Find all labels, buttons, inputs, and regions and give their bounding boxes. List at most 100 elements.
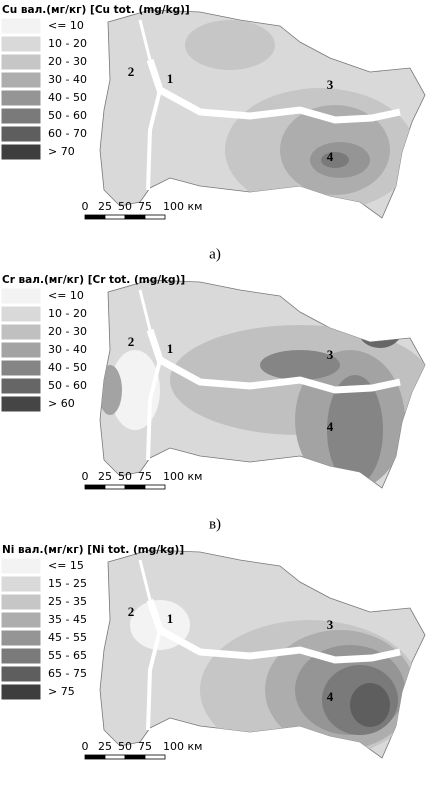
legend-label: 55 - 65 — [48, 649, 87, 662]
scale-bar — [144, 214, 166, 220]
point-label: 4 — [327, 149, 334, 164]
scale-label: 50 — [118, 740, 132, 753]
river — [146, 359, 162, 461]
legend-label: 65 - 75 — [48, 667, 87, 680]
scale-label: 75 — [138, 470, 152, 483]
scale-bar — [124, 754, 146, 760]
river — [146, 89, 162, 191]
zone — [100, 365, 122, 415]
legend-label: 45 - 55 — [48, 631, 87, 644]
zone — [110, 350, 160, 430]
legend-title: Cu вал.(мг/кг) [Cu tot. (mg/kg)] — [2, 4, 190, 16]
scale-bar — [144, 754, 166, 760]
scale-label: 0 — [82, 740, 89, 753]
legend-swatch — [0, 683, 42, 701]
legend-swatch — [0, 377, 42, 395]
river — [146, 328, 401, 394]
map-panel: Ni вал.(мг/кг) [Ni tot. (mg/kg)] <= 15 15 … — [0, 544, 426, 760]
legend-label: 60 - 70 — [48, 127, 87, 140]
zone — [327, 375, 383, 485]
point-label: 3 — [327, 347, 334, 362]
scale-bar — [144, 484, 166, 490]
legend-swatch — [0, 53, 42, 71]
scale-bar — [104, 214, 126, 220]
legend-swatch — [0, 665, 42, 683]
point-label: 4 — [327, 419, 334, 434]
legend-swatch — [0, 575, 42, 593]
zone — [358, 312, 402, 348]
scale-label: 100 км — [163, 740, 202, 753]
legend-swatch — [0, 107, 42, 125]
scale-bar — [104, 484, 126, 490]
legend-label: 30 - 40 — [48, 343, 87, 356]
river — [146, 58, 401, 124]
scale-label: 75 — [138, 740, 152, 753]
river — [138, 559, 152, 601]
scale-label: 75 — [138, 200, 152, 213]
legend-swatch — [0, 611, 42, 629]
map-panel: Cu вал.(мг/кг) [Cu tot. (mg/kg)] <= 10 10 … — [0, 4, 426, 262]
caption: в) — [209, 516, 221, 532]
legend-label: 35 - 45 — [48, 613, 87, 626]
scale-label: 100 км — [163, 200, 202, 213]
legend-label: 10 - 20 — [48, 307, 87, 320]
point-label: 3 — [327, 77, 334, 92]
map-panel: Cr вал.(мг/кг) [Cr tot. (mg/kg)] <= 10 10 … — [0, 274, 426, 532]
river — [146, 598, 401, 664]
scale-bar — [84, 484, 106, 490]
legend-label: <= 10 — [48, 19, 84, 32]
legend-label: 25 - 35 — [48, 595, 87, 608]
scale-bar — [84, 754, 106, 760]
zone — [350, 683, 390, 727]
legend-label: > 75 — [48, 685, 75, 698]
legend-swatch — [0, 89, 42, 107]
caption: а) — [209, 246, 221, 262]
legend-swatch — [0, 359, 42, 377]
legend-swatch — [0, 323, 42, 341]
legend-label: <= 10 — [48, 289, 84, 302]
legend-label: 40 - 50 — [48, 91, 87, 104]
scale-bar — [124, 484, 146, 490]
scale-label: 0 — [82, 200, 89, 213]
legend-swatch — [0, 629, 42, 647]
point-label: 1 — [167, 71, 174, 86]
point-label: 2 — [128, 64, 135, 79]
legend-title: Cr вал.(мг/кг) [Cr tot. (mg/kg)] — [2, 274, 185, 286]
legend-label: 40 - 50 — [48, 361, 87, 374]
scale-bar — [104, 754, 126, 760]
legend-title: Ni вал.(мг/кг) [Ni tot. (mg/kg)] — [2, 544, 184, 556]
scale-label: 25 — [98, 200, 112, 213]
legend-label: 30 - 40 — [48, 73, 87, 86]
legend-swatch — [0, 125, 42, 143]
legend-swatch — [0, 647, 42, 665]
legend-swatch — [0, 287, 42, 305]
river — [146, 629, 162, 731]
legend-swatch — [0, 143, 42, 161]
scale-bar — [84, 214, 106, 220]
legend-label: > 70 — [48, 145, 75, 158]
scale-label: 0 — [82, 470, 89, 483]
zone — [260, 350, 340, 380]
scale-label: 50 — [118, 470, 132, 483]
scale-label: 100 км — [163, 470, 202, 483]
river — [138, 19, 152, 61]
legend-label: <= 15 — [48, 559, 84, 572]
point-label: 1 — [167, 341, 174, 356]
point-label: 3 — [327, 617, 334, 632]
point-label: 2 — [128, 604, 135, 619]
scale-label: 25 — [98, 470, 112, 483]
legend-label: 20 - 30 — [48, 55, 87, 68]
legend-label: 20 - 30 — [48, 325, 87, 338]
legend-label: > 60 — [48, 397, 75, 410]
legend-swatch — [0, 305, 42, 323]
point-label: 2 — [128, 334, 135, 349]
legend-label: 10 - 20 — [48, 37, 87, 50]
legend-swatch — [0, 341, 42, 359]
point-label: 1 — [167, 611, 174, 626]
legend-swatch — [0, 395, 42, 413]
legend-swatch — [0, 557, 42, 575]
legend-swatch — [0, 17, 42, 35]
legend-label: 50 - 60 — [48, 109, 87, 122]
zone — [321, 152, 349, 168]
